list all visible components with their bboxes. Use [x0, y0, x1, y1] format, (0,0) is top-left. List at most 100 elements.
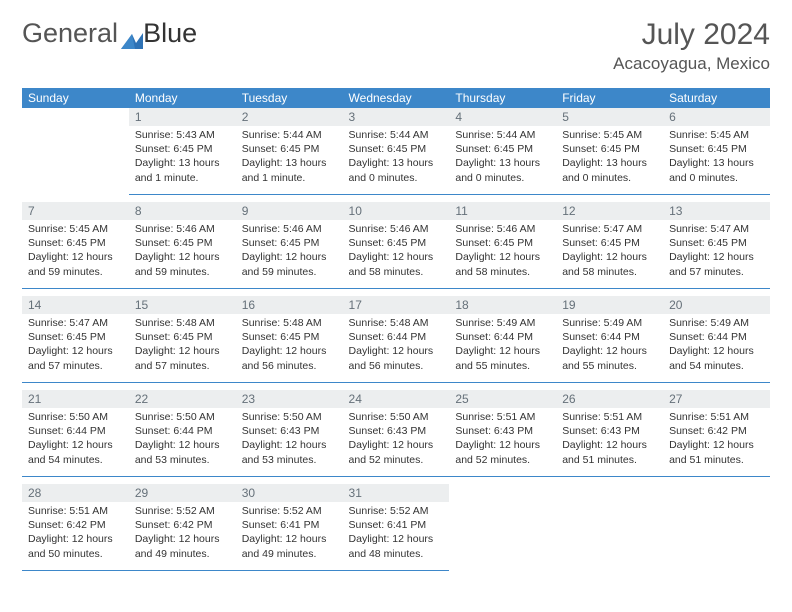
calendar-day-cell: [663, 484, 770, 570]
day-number: 28: [22, 484, 129, 502]
calendar-day-cell: 10Sunrise: 5:46 AMSunset: 6:45 PMDayligh…: [343, 202, 450, 288]
calendar-day-cell: 13Sunrise: 5:47 AMSunset: 6:45 PMDayligh…: [663, 202, 770, 288]
calendar-day-cell: 27Sunrise: 5:51 AMSunset: 6:42 PMDayligh…: [663, 390, 770, 476]
calendar-day-cell: 2Sunrise: 5:44 AMSunset: 6:45 PMDaylight…: [236, 108, 343, 194]
calendar-day-cell: 25Sunrise: 5:51 AMSunset: 6:43 PMDayligh…: [449, 390, 556, 476]
day-number: 25: [449, 390, 556, 408]
logo-mark-icon: [121, 25, 143, 43]
weekday-header: Thursday: [449, 88, 556, 108]
calendar-day-cell: 19Sunrise: 5:49 AMSunset: 6:44 PMDayligh…: [556, 296, 663, 382]
calendar-week-row: 1Sunrise: 5:43 AMSunset: 6:45 PMDaylight…: [22, 108, 770, 194]
day-number: 2: [236, 108, 343, 126]
calendar-week-row: 7Sunrise: 5:45 AMSunset: 6:45 PMDaylight…: [22, 202, 770, 288]
weekday-header: Sunday: [22, 88, 129, 108]
day-details: Sunrise: 5:49 AMSunset: 6:44 PMDaylight:…: [556, 314, 663, 377]
calendar-day-cell: 16Sunrise: 5:48 AMSunset: 6:45 PMDayligh…: [236, 296, 343, 382]
calendar-day-cell: 31Sunrise: 5:52 AMSunset: 6:41 PMDayligh…: [343, 484, 450, 570]
weekday-header: Monday: [129, 88, 236, 108]
calendar-week-row: 14Sunrise: 5:47 AMSunset: 6:45 PMDayligh…: [22, 296, 770, 382]
day-number: 14: [22, 296, 129, 314]
day-details: Sunrise: 5:50 AMSunset: 6:43 PMDaylight:…: [236, 408, 343, 471]
day-details: Sunrise: 5:46 AMSunset: 6:45 PMDaylight:…: [129, 220, 236, 283]
day-number: 1: [129, 108, 236, 126]
day-number: 11: [449, 202, 556, 220]
weekday-header-row: SundayMondayTuesdayWednesdayThursdayFrid…: [22, 88, 770, 108]
calendar-day-cell: 29Sunrise: 5:52 AMSunset: 6:42 PMDayligh…: [129, 484, 236, 570]
day-number: 4: [449, 108, 556, 126]
calendar-day-cell: 7Sunrise: 5:45 AMSunset: 6:45 PMDaylight…: [22, 202, 129, 288]
day-number: 30: [236, 484, 343, 502]
day-details: Sunrise: 5:51 AMSunset: 6:42 PMDaylight:…: [663, 408, 770, 471]
day-details: Sunrise: 5:44 AMSunset: 6:45 PMDaylight:…: [343, 126, 450, 189]
day-number: 15: [129, 296, 236, 314]
day-details: Sunrise: 5:50 AMSunset: 6:44 PMDaylight:…: [129, 408, 236, 471]
calendar-day-cell: 20Sunrise: 5:49 AMSunset: 6:44 PMDayligh…: [663, 296, 770, 382]
calendar-week-row: 21Sunrise: 5:50 AMSunset: 6:44 PMDayligh…: [22, 390, 770, 476]
weekday-header: Tuesday: [236, 88, 343, 108]
day-details: Sunrise: 5:50 AMSunset: 6:43 PMDaylight:…: [343, 408, 450, 471]
calendar-day-cell: 3Sunrise: 5:44 AMSunset: 6:45 PMDaylight…: [343, 108, 450, 194]
day-details: Sunrise: 5:48 AMSunset: 6:44 PMDaylight:…: [343, 314, 450, 377]
calendar-day-cell: 9Sunrise: 5:46 AMSunset: 6:45 PMDaylight…: [236, 202, 343, 288]
calendar-day-cell: 18Sunrise: 5:49 AMSunset: 6:44 PMDayligh…: [449, 296, 556, 382]
day-number: 8: [129, 202, 236, 220]
calendar-day-cell: 6Sunrise: 5:45 AMSunset: 6:45 PMDaylight…: [663, 108, 770, 194]
day-details: Sunrise: 5:48 AMSunset: 6:45 PMDaylight:…: [129, 314, 236, 377]
day-details: Sunrise: 5:45 AMSunset: 6:45 PMDaylight:…: [22, 220, 129, 283]
day-number: 6: [663, 108, 770, 126]
day-details: Sunrise: 5:52 AMSunset: 6:42 PMDaylight:…: [129, 502, 236, 565]
page-title: July 2024: [613, 18, 770, 52]
day-number: 18: [449, 296, 556, 314]
calendar-day-cell: 1Sunrise: 5:43 AMSunset: 6:45 PMDaylight…: [129, 108, 236, 194]
day-number: 24: [343, 390, 450, 408]
day-details: Sunrise: 5:52 AMSunset: 6:41 PMDaylight:…: [236, 502, 343, 565]
day-number: 13: [663, 202, 770, 220]
calendar-day-cell: [556, 484, 663, 570]
day-number: 10: [343, 202, 450, 220]
calendar-day-cell: 12Sunrise: 5:47 AMSunset: 6:45 PMDayligh…: [556, 202, 663, 288]
day-details: Sunrise: 5:48 AMSunset: 6:45 PMDaylight:…: [236, 314, 343, 377]
location-label: Acacoyagua, Mexico: [613, 54, 770, 74]
day-number: 26: [556, 390, 663, 408]
calendar-day-cell: 30Sunrise: 5:52 AMSunset: 6:41 PMDayligh…: [236, 484, 343, 570]
day-details: Sunrise: 5:52 AMSunset: 6:41 PMDaylight:…: [343, 502, 450, 565]
day-details: Sunrise: 5:46 AMSunset: 6:45 PMDaylight:…: [343, 220, 450, 283]
calendar-day-cell: 4Sunrise: 5:44 AMSunset: 6:45 PMDaylight…: [449, 108, 556, 194]
calendar-day-cell: 5Sunrise: 5:45 AMSunset: 6:45 PMDaylight…: [556, 108, 663, 194]
calendar-day-cell: 14Sunrise: 5:47 AMSunset: 6:45 PMDayligh…: [22, 296, 129, 382]
logo: General Blue: [22, 18, 197, 49]
day-details: Sunrise: 5:51 AMSunset: 6:43 PMDaylight:…: [556, 408, 663, 471]
header: General Blue July 2024 Acacoyagua, Mexic…: [22, 18, 770, 74]
day-number: 5: [556, 108, 663, 126]
weekday-header: Saturday: [663, 88, 770, 108]
day-number: 9: [236, 202, 343, 220]
day-details: Sunrise: 5:46 AMSunset: 6:45 PMDaylight:…: [449, 220, 556, 283]
day-details: Sunrise: 5:47 AMSunset: 6:45 PMDaylight:…: [663, 220, 770, 283]
calendar-week-row: 28Sunrise: 5:51 AMSunset: 6:42 PMDayligh…: [22, 484, 770, 570]
day-number: 3: [343, 108, 450, 126]
day-details: Sunrise: 5:47 AMSunset: 6:45 PMDaylight:…: [22, 314, 129, 377]
day-number: 17: [343, 296, 450, 314]
logo-text-1: General: [22, 18, 118, 49]
day-number: 16: [236, 296, 343, 314]
logo-text-2: Blue: [143, 18, 197, 49]
day-details: Sunrise: 5:43 AMSunset: 6:45 PMDaylight:…: [129, 126, 236, 189]
weekday-header: Wednesday: [343, 88, 450, 108]
day-number: 22: [129, 390, 236, 408]
day-number: 29: [129, 484, 236, 502]
day-details: Sunrise: 5:51 AMSunset: 6:42 PMDaylight:…: [22, 502, 129, 565]
calendar-day-cell: [22, 108, 129, 194]
calendar-day-cell: 21Sunrise: 5:50 AMSunset: 6:44 PMDayligh…: [22, 390, 129, 476]
weekday-header: Friday: [556, 88, 663, 108]
day-details: Sunrise: 5:49 AMSunset: 6:44 PMDaylight:…: [449, 314, 556, 377]
calendar-day-cell: 17Sunrise: 5:48 AMSunset: 6:44 PMDayligh…: [343, 296, 450, 382]
calendar-day-cell: 28Sunrise: 5:51 AMSunset: 6:42 PMDayligh…: [22, 484, 129, 570]
calendar-table: SundayMondayTuesdayWednesdayThursdayFrid…: [22, 88, 770, 571]
day-number: 20: [663, 296, 770, 314]
calendar-day-cell: 22Sunrise: 5:50 AMSunset: 6:44 PMDayligh…: [129, 390, 236, 476]
calendar-day-cell: 15Sunrise: 5:48 AMSunset: 6:45 PMDayligh…: [129, 296, 236, 382]
calendar-day-cell: [449, 484, 556, 570]
day-details: Sunrise: 5:44 AMSunset: 6:45 PMDaylight:…: [236, 126, 343, 189]
day-details: Sunrise: 5:46 AMSunset: 6:45 PMDaylight:…: [236, 220, 343, 283]
calendar-day-cell: 8Sunrise: 5:46 AMSunset: 6:45 PMDaylight…: [129, 202, 236, 288]
